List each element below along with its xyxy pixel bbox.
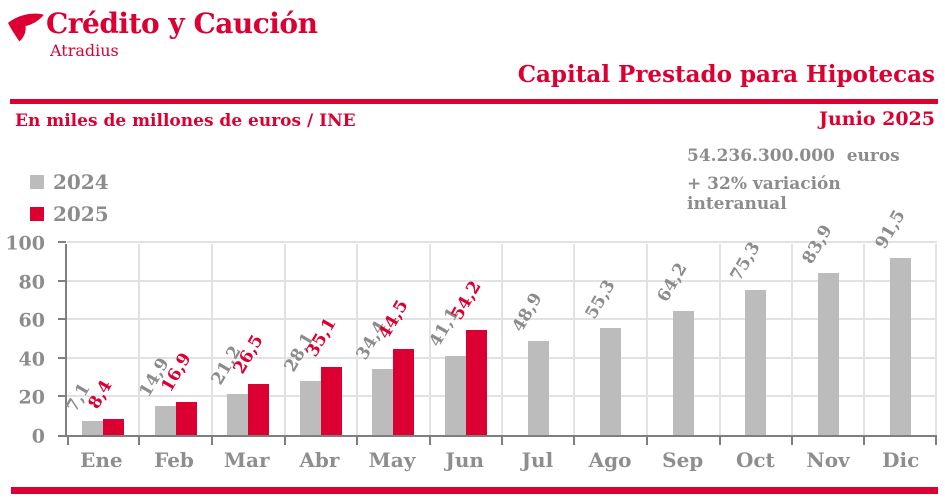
gridline-v-11 [863, 244, 866, 435]
x-axis-label-Feb: Feb [154, 448, 194, 472]
bar-2024-Ago [600, 328, 622, 435]
units-label: En miles de millones de euros / INE [15, 111, 356, 131]
value-label-2024-Ago: 55,3 [581, 276, 620, 323]
header-rule [10, 99, 938, 104]
legend-label-2025: 2025 [53, 201, 109, 226]
y-axis-label-80: 80 [18, 271, 45, 294]
gridline-v-5 [428, 244, 431, 435]
bar-2024-Dic [890, 258, 912, 435]
legend-item-2024: 2024 [30, 169, 109, 194]
gridline-v-2 [210, 244, 213, 435]
bar-2024-Jul [527, 340, 549, 435]
x-tick-4 [355, 437, 358, 445]
x-axis-label-Jul: Jul [521, 448, 554, 472]
gridline-v-7 [573, 244, 576, 435]
gridline-v-1 [138, 244, 141, 435]
x-axis-label-Oct: Oct [735, 448, 775, 472]
x-axis-label-Mar: Mar [223, 448, 270, 472]
legend-item-2025: 2025 [30, 201, 109, 226]
x-axis-label-Jun: Jun [445, 448, 484, 472]
brand-logo-icon [8, 13, 44, 42]
x-tick-5 [428, 437, 431, 445]
value-label-2024-Oct: 75,3 [726, 238, 765, 285]
y-axis-label-20: 20 [18, 386, 45, 409]
plot-area: 7,1 8,4 14,9 16,9 21,2 26,5 28,1 35,1 34,4 44,5 41… [58, 207, 937, 445]
page-title: Capital Prestado para Hipotecas [517, 61, 935, 88]
gridline-v-6 [501, 244, 503, 435]
y-tick-100 [58, 241, 66, 243]
bar-2024-Oct [745, 289, 767, 435]
x-axis-label-Ene: Ene [80, 448, 123, 472]
bar-2025-Abr [320, 367, 342, 435]
gridline-v-12 [935, 244, 937, 435]
x-tick-1 [138, 437, 141, 445]
legend: 2024 2025 [30, 170, 109, 234]
y-axis-label-40: 40 [18, 348, 45, 371]
y-axis-label-0: 0 [31, 425, 45, 448]
bar-2024-Jun [444, 355, 466, 435]
y-tick-0 [58, 435, 66, 437]
x-axis-label-Abr: Abr [299, 448, 340, 472]
x-axis-label-Nov: Nov [806, 448, 850, 472]
value-label-2024-Jul: 48,9 [508, 289, 547, 336]
y-axis-label-100: 100 [5, 232, 45, 255]
x-axis-label-Dic: Dic [882, 448, 920, 472]
x-tick-6 [501, 437, 503, 445]
gridline-v-10 [791, 244, 793, 435]
bar-2025-Feb [175, 402, 197, 435]
bar-2025-Jun [465, 330, 487, 435]
legend-label-2024: 2024 [53, 169, 109, 194]
gridline-v-8 [645, 244, 648, 435]
legend-swatch-2025 [30, 206, 44, 221]
y-tick-80 [58, 279, 66, 282]
gridline-v-9 [718, 244, 721, 435]
y-axis-label-60: 60 [18, 309, 45, 332]
x-axis-label-Ago: Ago [588, 448, 632, 472]
x-tick-11 [863, 437, 866, 445]
y-tick-40 [58, 356, 66, 359]
bar-2025-Mar [248, 383, 270, 435]
x-tick-8 [645, 437, 648, 445]
x-tick-10 [791, 437, 793, 445]
yoy-variation: + 32% variación interanual [687, 174, 841, 214]
bar-2024-Mar [227, 394, 249, 435]
bar-2025-Ene [103, 418, 125, 435]
value-label-2025-Jun: 54,2 [447, 278, 486, 324]
y-axis-labels: 0 20 40 60 80 100 [0, 234, 45, 446]
value-label-2024-Sep: 64,2 [653, 259, 692, 306]
y-tick-20 [58, 395, 66, 398]
gridline-v-3 [283, 244, 286, 435]
bar-2024-Ene [82, 421, 104, 435]
gridline-v-4 [355, 244, 358, 435]
x-tick-3 [283, 437, 286, 445]
bar-2024-May [372, 368, 394, 435]
bar-2024-Sep [672, 311, 694, 435]
value-label-2024-Nov: 83,9 [798, 221, 837, 268]
x-tick-7 [573, 437, 576, 445]
value-label-2025-Abr: 35,1 [302, 314, 341, 361]
x-tick-2 [210, 437, 213, 445]
legend-swatch-2024 [30, 174, 44, 189]
x-axis-label-May: May [368, 448, 416, 472]
x-axis-label-Sep: Sep [662, 448, 704, 472]
x-tick-9 [718, 437, 721, 445]
y-tick-60 [58, 318, 66, 321]
bar-2024-Nov [817, 273, 839, 435]
brand-subtitle: Atradius [50, 41, 119, 60]
value-label-2024-Dic: 91,5 [871, 207, 910, 253]
bar-2025-May [393, 349, 415, 435]
x-axis-labels: Ene Feb Mar Abr May Jun Jul Ago Sep Oct Nov Dic [65, 448, 937, 472]
x-tick-12 [935, 437, 937, 445]
bottom-rule [11, 487, 938, 494]
bar-2024-Feb [154, 406, 176, 435]
bar-2024-Abr [299, 380, 321, 435]
gridline-h-100 [67, 241, 937, 243]
brand-name: Crédito y Caución [46, 7, 318, 40]
report-date: Junio 2025 [818, 108, 935, 130]
value-label-2025-Mar: 26,5 [229, 331, 268, 378]
value-label-2025-Ene: 8,4 [84, 376, 117, 413]
total-amount: 54.236.300.000 euros [687, 146, 900, 166]
x-tick-0 [67, 437, 69, 445]
